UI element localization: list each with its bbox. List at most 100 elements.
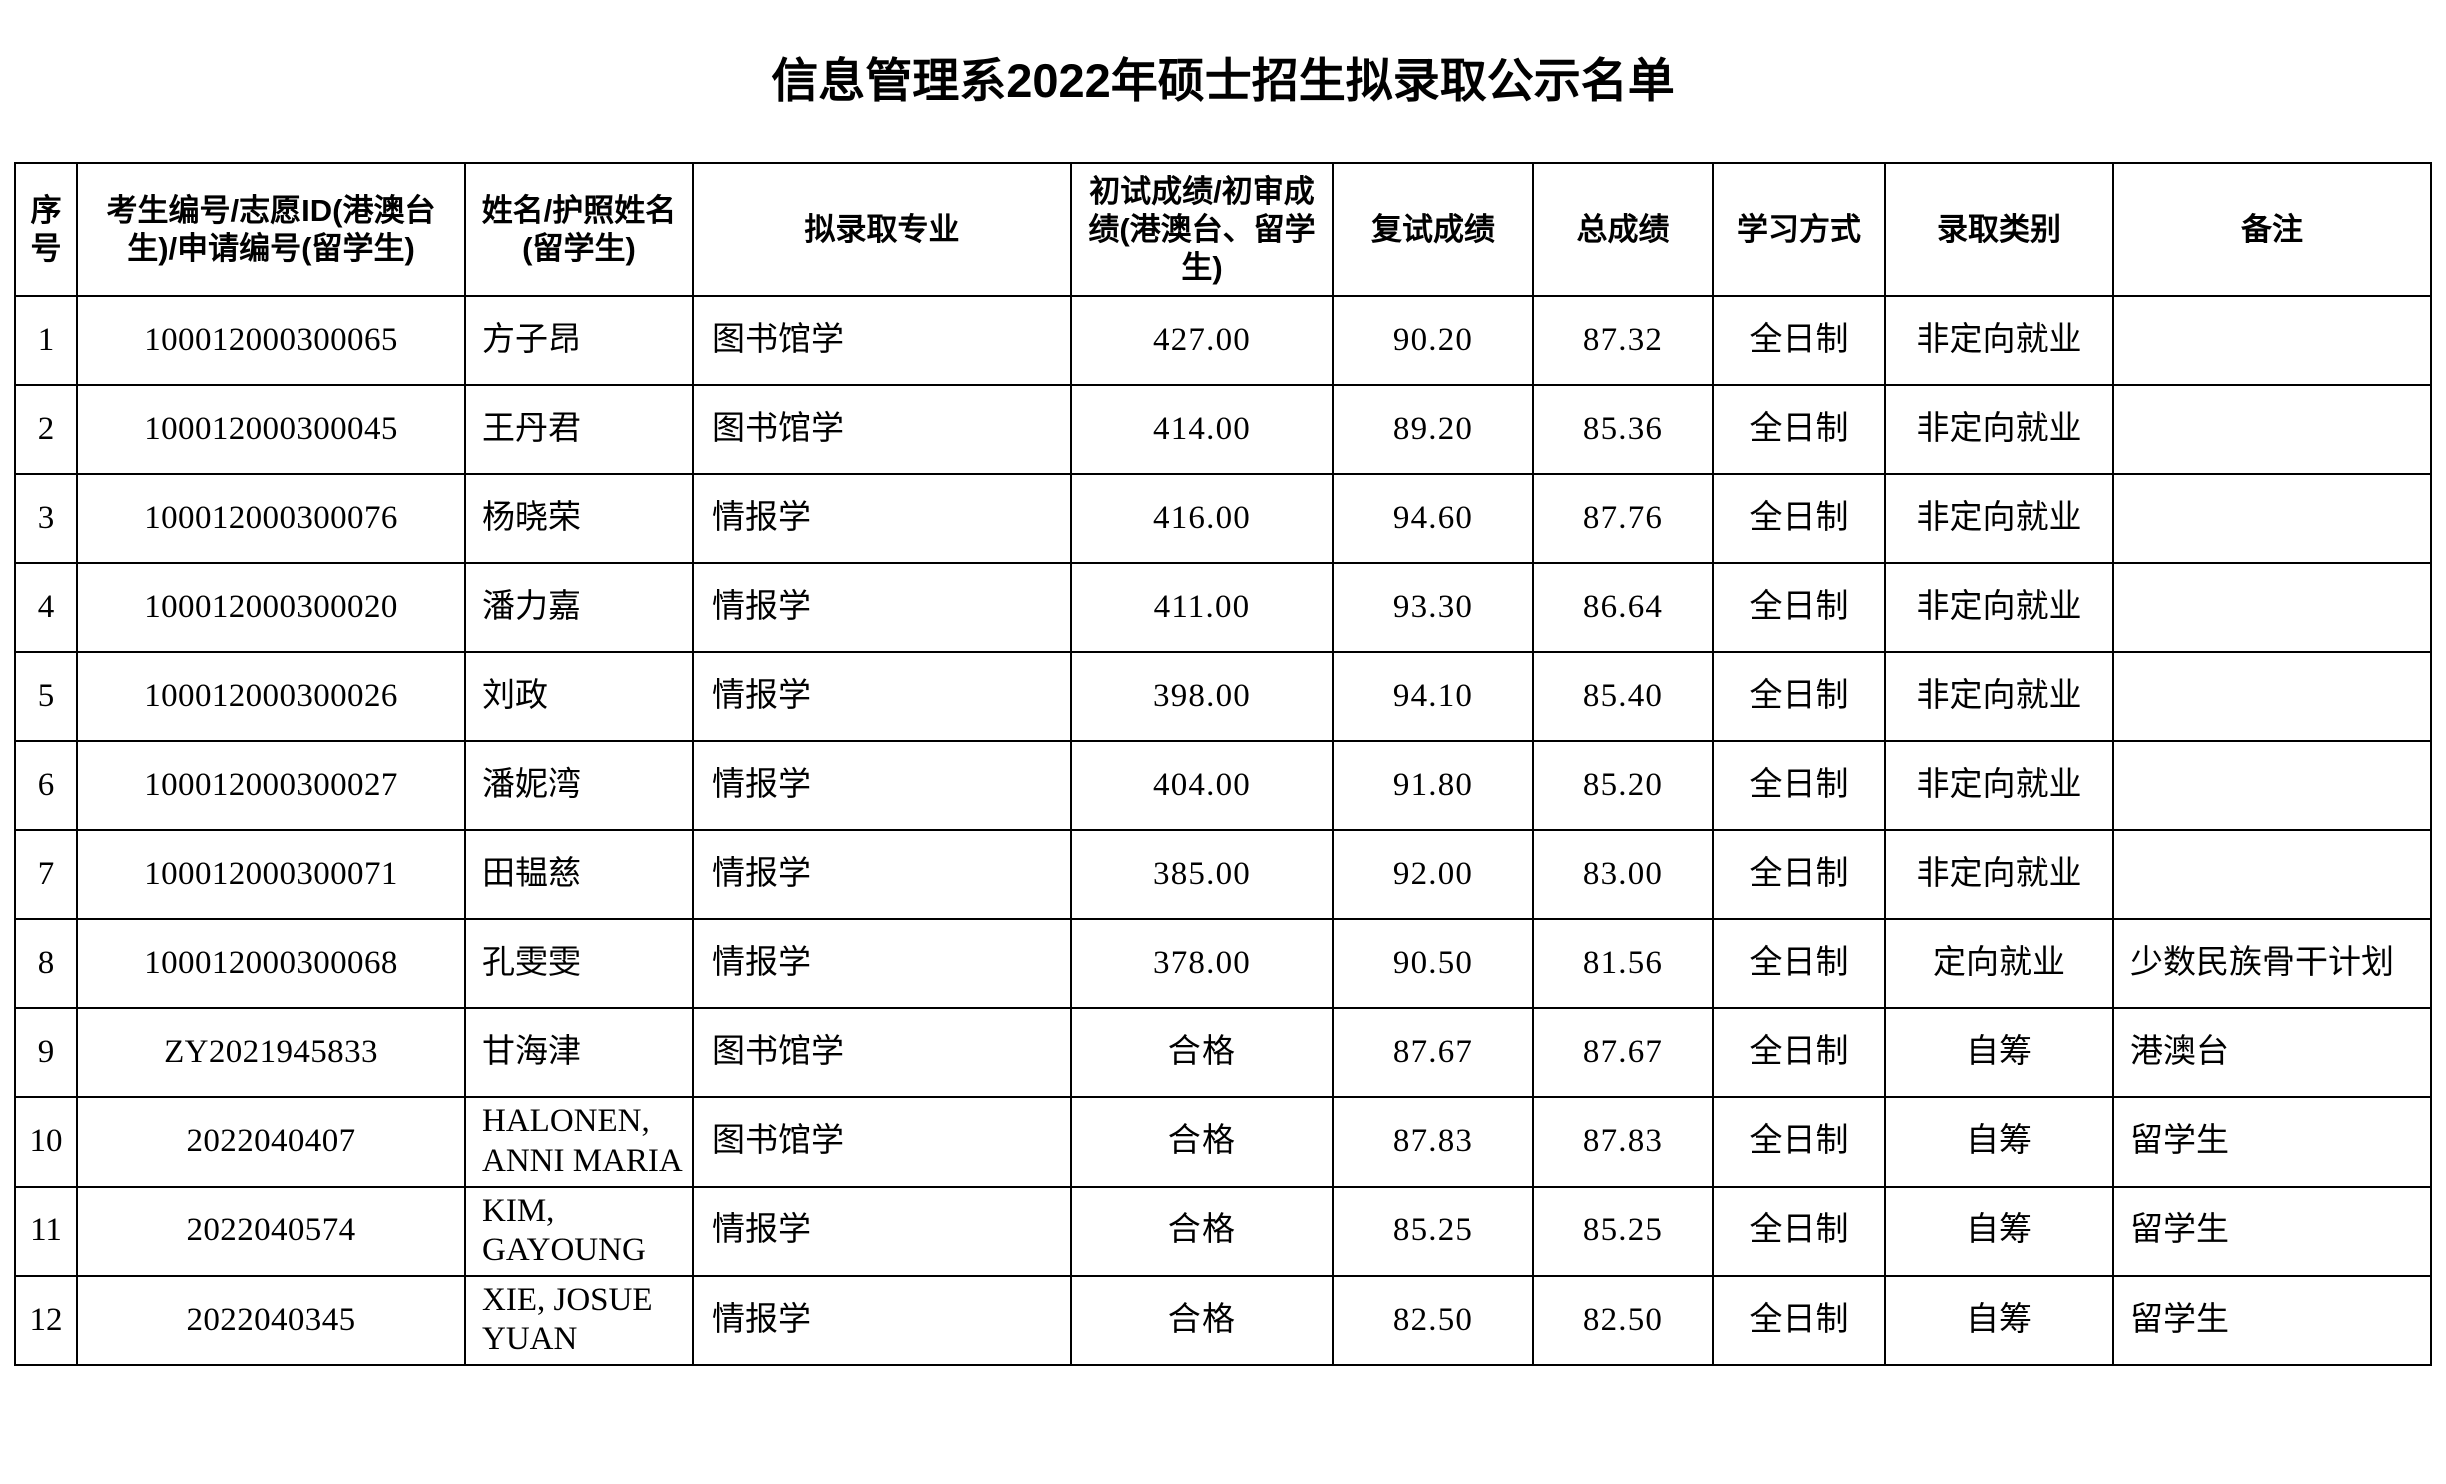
cell-name: 王丹君 — [464, 384, 694, 476]
cell-candidate-no: 100012000300020 — [76, 562, 466, 654]
table-row: 8 100012000300068 孔雯雯 情报学 378.00 90.50 81.56 全日… — [14, 918, 2432, 1010]
cell-index: 12 — [14, 1274, 78, 1366]
cell-major: 情报学 — [692, 651, 1072, 743]
cell-remark: 留学生 — [2112, 1274, 2432, 1366]
table-row: 12 2022040345 XIE, JOSUE YUAN 情报学 合格 82.50 82.… — [14, 1274, 2432, 1366]
cell-preliminary-score: 合格 — [1070, 1096, 1334, 1188]
cell-major: 图书馆学 — [692, 384, 1072, 476]
cell-study-mode: 全日制 — [1712, 918, 1886, 1010]
cell-total-score: 83.00 — [1532, 829, 1714, 921]
cell-name: HALONEN, ANNI MARIA — [464, 1096, 694, 1188]
cell-study-mode: 全日制 — [1712, 295, 1886, 387]
cell-retest-score: 93.30 — [1332, 562, 1534, 654]
cell-index: 2 — [14, 384, 78, 476]
cell-remark: 港澳台 — [2112, 1007, 2432, 1099]
cell-candidate-no: 100012000300027 — [76, 740, 466, 832]
column-header-retest-score-label: 复试成绩 — [1371, 211, 1495, 247]
cell-study-mode: 全日制 — [1712, 829, 1886, 921]
column-header-major: 拟录取专业 — [692, 161, 1072, 298]
cell-remark — [2112, 384, 2432, 476]
column-header-preliminary-score: 初试成绩/初审成绩(港澳台、留学生) — [1070, 161, 1334, 298]
cell-major: 情报学 — [692, 740, 1072, 832]
column-header-index-label: 序号 — [30, 192, 62, 266]
cell-remark — [2112, 740, 2432, 832]
cell-index: 10 — [14, 1096, 78, 1188]
document-page: 信息管理系2022年硕士招生拟录取公示名单 序号 考生编号/志愿ID(港澳台生)… — [0, 31, 2446, 1484]
cell-candidate-no: 2022040345 — [76, 1274, 466, 1366]
cell-major: 图书馆学 — [692, 1096, 1072, 1188]
column-header-remark: 备注 — [2112, 161, 2432, 298]
cell-name: XIE, JOSUE YUAN — [464, 1274, 694, 1366]
page-title: 信息管理系2022年硕士招生拟录取公示名单 — [771, 54, 1675, 108]
cell-preliminary-score: 合格 — [1070, 1185, 1334, 1277]
table-row: 3 100012000300076 杨晓荣 情报学 416.00 94.60 87.76 全日… — [14, 473, 2432, 565]
table-row: 6 100012000300027 潘妮湾 情报学 404.00 91.80 85.20 全日… — [14, 740, 2432, 832]
cell-candidate-no: 100012000300045 — [76, 384, 466, 476]
cell-study-mode: 全日制 — [1712, 740, 1886, 832]
cell-retest-score: 87.83 — [1332, 1096, 1534, 1188]
cell-retest-score: 94.10 — [1332, 651, 1534, 743]
cell-index: 5 — [14, 651, 78, 743]
cell-name: 孔雯雯 — [464, 918, 694, 1010]
cell-name: 潘力嘉 — [464, 562, 694, 654]
cell-index: 3 — [14, 473, 78, 565]
column-header-remark-label: 备注 — [2241, 211, 2303, 247]
column-header-total-score-label: 总成绩 — [1576, 211, 1670, 247]
cell-preliminary-score: 404.00 — [1070, 740, 1334, 832]
cell-admission-type: 非定向就业 — [1884, 829, 2114, 921]
cell-index: 1 — [14, 295, 78, 387]
cell-admission-type: 非定向就业 — [1884, 740, 2114, 832]
cell-total-score: 86.64 — [1532, 562, 1714, 654]
cell-remark — [2112, 473, 2432, 565]
cell-total-score: 87.32 — [1532, 295, 1714, 387]
table-row: 7 100012000300071 田韫慈 情报学 385.00 92.00 83.00 全日… — [14, 829, 2432, 921]
cell-admission-type: 非定向就业 — [1884, 473, 2114, 565]
cell-study-mode: 全日制 — [1712, 1274, 1886, 1366]
cell-study-mode: 全日制 — [1712, 651, 1886, 743]
cell-preliminary-score: 416.00 — [1070, 473, 1334, 565]
cell-retest-score: 94.60 — [1332, 473, 1534, 565]
cell-admission-type: 自筹 — [1884, 1007, 2114, 1099]
cell-candidate-no: 100012000300026 — [76, 651, 466, 743]
column-header-name: 姓名/护照姓名(留学生) — [464, 161, 694, 298]
cell-name: KIM, GAYOUNG — [464, 1185, 694, 1277]
cell-study-mode: 全日制 — [1712, 562, 1886, 654]
column-header-preliminary-score-label: 初试成绩/初审成绩(港澳台、留学生) — [1088, 173, 1316, 285]
cell-major: 图书馆学 — [692, 295, 1072, 387]
cell-admission-type: 非定向就业 — [1884, 384, 2114, 476]
table-row: 2 100012000300045 王丹君 图书馆学 414.00 89.20 85.36 全… — [14, 384, 2432, 476]
cell-remark — [2112, 295, 2432, 387]
cell-total-score: 87.83 — [1532, 1096, 1714, 1188]
cell-remark — [2112, 562, 2432, 654]
cell-remark: 留学生 — [2112, 1185, 2432, 1277]
cell-study-mode: 全日制 — [1712, 473, 1886, 565]
cell-name: 杨晓荣 — [464, 473, 694, 565]
column-header-admission-type: 录取类别 — [1884, 161, 2114, 298]
column-header-candidate-no-label: 考生编号/志愿ID(港澳台生)/申请编号(留学生) — [106, 192, 436, 266]
column-header-admission-type-label: 录取类别 — [1937, 211, 2061, 247]
cell-index: 4 — [14, 562, 78, 654]
cell-admission-type: 自筹 — [1884, 1185, 2114, 1277]
column-header-candidate-no: 考生编号/志愿ID(港澳台生)/申请编号(留学生) — [76, 161, 466, 298]
table-row: 9 ZY2021945833 甘海津 图书馆学 合格 87.67 87.67 全日制 自筹 港澳台 — [14, 1007, 2432, 1099]
cell-preliminary-score: 378.00 — [1070, 918, 1334, 1010]
cell-preliminary-score: 411.00 — [1070, 562, 1334, 654]
cell-admission-type: 非定向就业 — [1884, 562, 2114, 654]
cell-remark — [2112, 829, 2432, 921]
cell-name: 潘妮湾 — [464, 740, 694, 832]
cell-preliminary-score: 合格 — [1070, 1007, 1334, 1099]
cell-preliminary-score: 414.00 — [1070, 384, 1334, 476]
cell-total-score: 87.67 — [1532, 1007, 1714, 1099]
cell-total-score: 82.50 — [1532, 1274, 1714, 1366]
cell-candidate-no: 2022040574 — [76, 1185, 466, 1277]
cell-candidate-no: 100012000300065 — [76, 295, 466, 387]
cell-major: 图书馆学 — [692, 1007, 1072, 1099]
cell-study-mode: 全日制 — [1712, 1007, 1886, 1099]
table-row: 5 100012000300026 刘政 情报学 398.00 94.10 85.40 全日制… — [14, 651, 2432, 743]
cell-study-mode: 全日制 — [1712, 1096, 1886, 1188]
cell-major: 情报学 — [692, 473, 1072, 565]
cell-name: 田韫慈 — [464, 829, 694, 921]
cell-retest-score: 89.20 — [1332, 384, 1534, 476]
header-row: 序号 考生编号/志愿ID(港澳台生)/申请编号(留学生) 姓名/护照姓名(留学生… — [14, 161, 2432, 298]
cell-retest-score: 91.80 — [1332, 740, 1534, 832]
